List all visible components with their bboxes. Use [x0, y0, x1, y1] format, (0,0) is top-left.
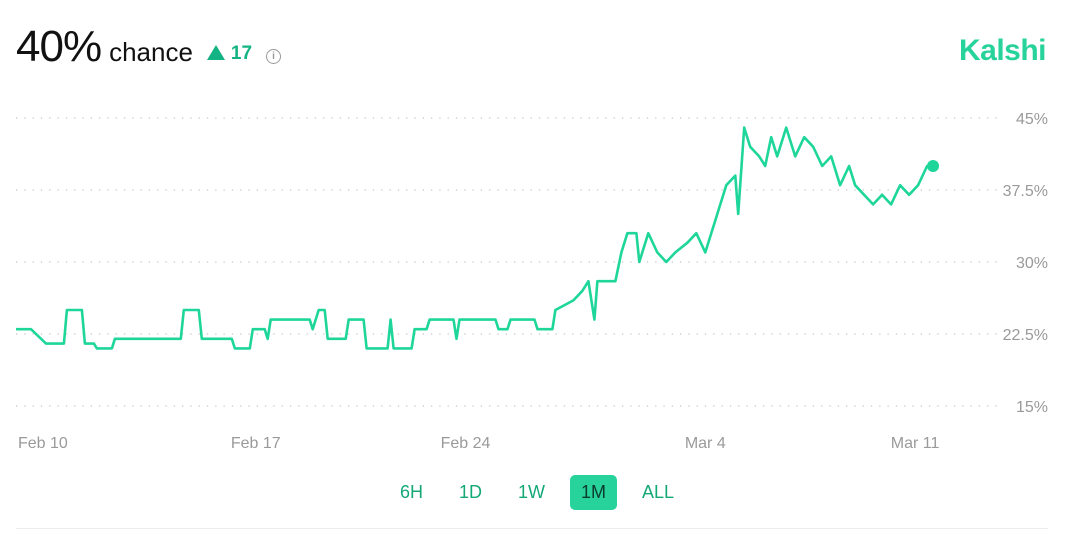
- y-tick-label: 22.5%: [1003, 327, 1048, 344]
- kalshi-logo[interactable]: Kalshi: [958, 34, 1047, 67]
- change-indicator: 17: [206, 42, 253, 65]
- info-icon[interactable]: i: [266, 49, 282, 64]
- x-tick-label: Mar 4: [685, 435, 726, 452]
- y-tick-label: 30%: [1016, 255, 1048, 272]
- current-point-marker: [927, 160, 940, 172]
- triangle-up-icon: [206, 45, 225, 60]
- x-tick-label: Feb 24: [441, 435, 491, 452]
- range-1m-button[interactable]: 1M: [569, 475, 617, 510]
- range-all-button[interactable]: ALL: [642, 482, 675, 502]
- y-tick-label: 45%: [1016, 111, 1048, 128]
- range-1w-button[interactable]: 1W: [517, 482, 545, 502]
- change-value: 17: [230, 42, 253, 64]
- time-range-selector: 6H 1D 1W 1M ALL: [0, 475, 1074, 510]
- x-tick-label: Feb 10: [18, 435, 68, 452]
- probability-header: 40% chance 17 i: [16, 22, 282, 72]
- y-tick-label: 37.5%: [1003, 183, 1048, 200]
- y-tick-label: 15%: [1016, 399, 1048, 416]
- divider: [16, 528, 1048, 529]
- price-chart: 45% 37.5% 30% 22.5% 15% Feb 10 Feb 17 Feb 24 Mar…: [16, 111, 1048, 452]
- range-6h-button[interactable]: 6H: [399, 482, 423, 502]
- series-line: [16, 126, 933, 350]
- range-1d-button[interactable]: 1D: [458, 482, 482, 502]
- chance-label: chance: [109, 37, 193, 67]
- x-tick-label: Feb 17: [231, 435, 281, 452]
- probability-value: 40%: [16, 22, 102, 71]
- x-tick-label: Mar 11: [891, 435, 940, 452]
